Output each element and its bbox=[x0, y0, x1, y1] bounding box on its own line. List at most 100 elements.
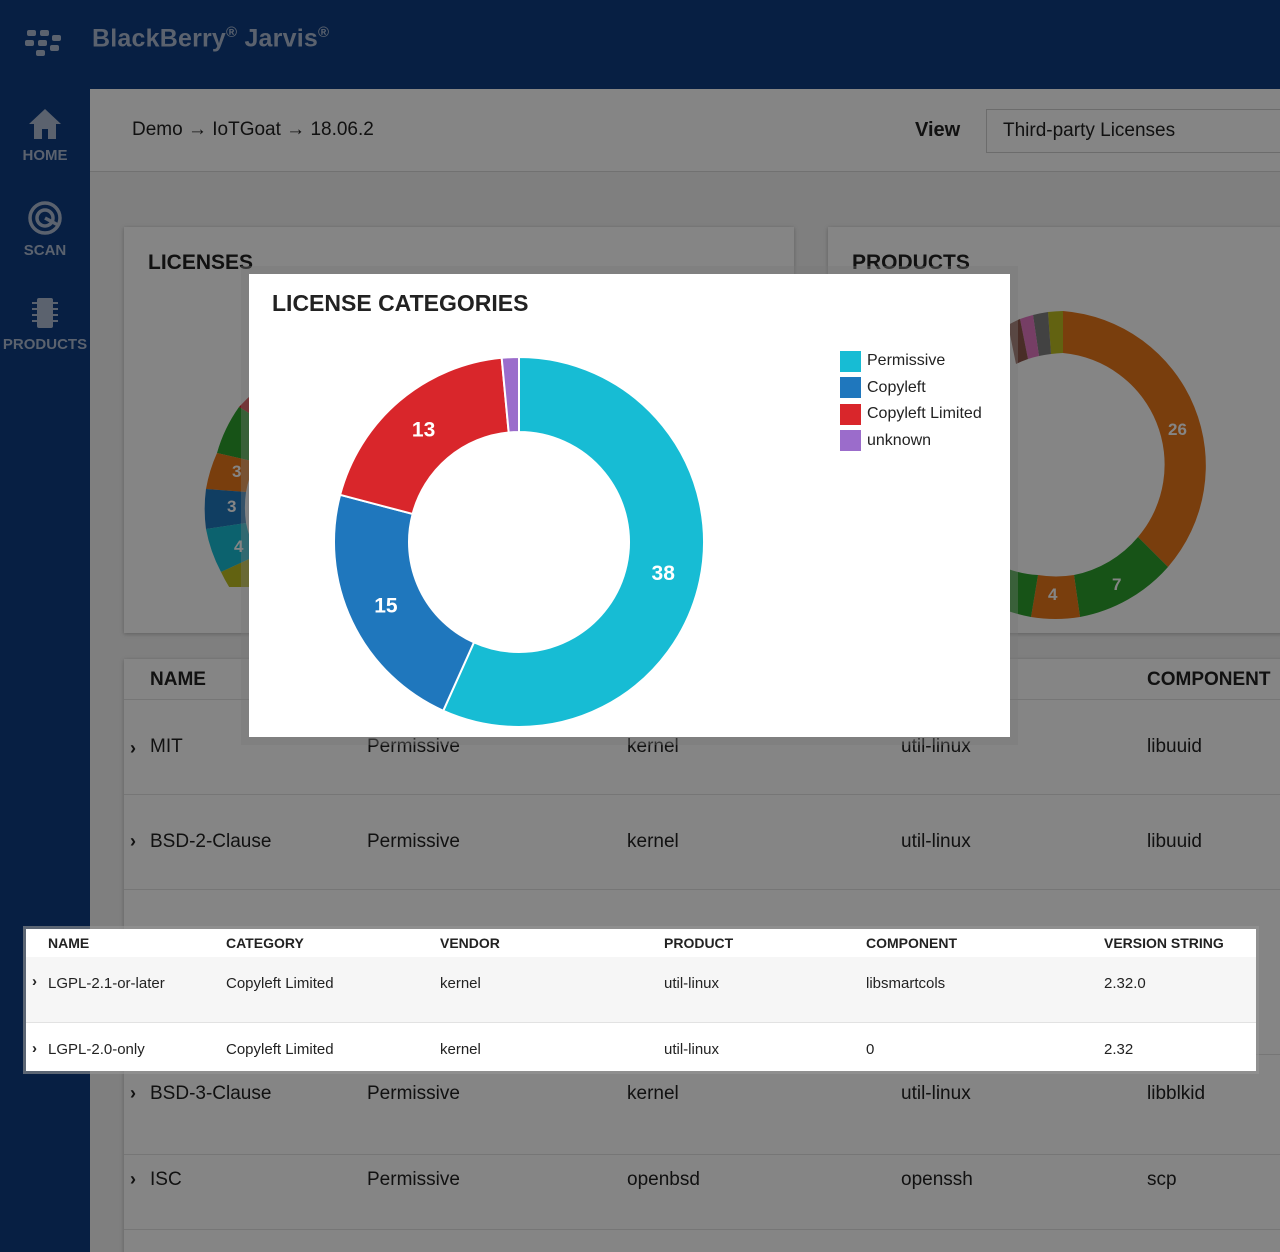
products-slice bbox=[1008, 319, 1028, 364]
table-row[interactable]: › LGPL-2.0-only Copyleft Limited kernel … bbox=[26, 1024, 1256, 1071]
legend-item[interactable]: unknown bbox=[840, 428, 982, 455]
cell-category: Permissive bbox=[367, 831, 460, 852]
breadcrumb-bar: Demo → IoTGoat → 18.06.2 View Third-part… bbox=[90, 89, 1280, 172]
legend-item[interactable]: Copyleft Limited bbox=[840, 401, 982, 428]
expand-chevron-icon[interactable]: › bbox=[130, 738, 136, 758]
cell-name: LGPL-2.1-or-later bbox=[48, 975, 165, 992]
sidebar-item-scan[interactable]: SCAN bbox=[0, 200, 90, 259]
donut-data-label: 38 bbox=[652, 562, 676, 585]
cell-category: Permissive bbox=[367, 1169, 460, 1190]
legend-swatch bbox=[840, 403, 861, 425]
cell-vendor: kernel bbox=[440, 975, 481, 992]
table-row[interactable] bbox=[124, 889, 1280, 1054]
sidebar-item-home[interactable]: HOME bbox=[0, 107, 90, 164]
cell-category: Copyleft Limited bbox=[226, 1041, 334, 1058]
expand-chevron-icon[interactable]: › bbox=[130, 1083, 136, 1103]
expand-chevron-icon[interactable]: › bbox=[130, 831, 136, 851]
licenses-data-label: 3 bbox=[232, 462, 241, 481]
products-slice bbox=[1063, 311, 1206, 567]
top-bar: BlackBerry® Jarvis® bbox=[0, 0, 1280, 89]
column-header-component[interactable]: COMPONENT bbox=[1147, 669, 1271, 690]
donut-slice-permissive[interactable] bbox=[441, 355, 705, 728]
view-select[interactable]: Third-party Licenses bbox=[986, 109, 1280, 153]
blackberry-logo-icon bbox=[25, 30, 61, 56]
legend-swatch bbox=[840, 430, 861, 452]
products-slice bbox=[1008, 569, 1038, 617]
sidebar-item-products[interactable]: PRODUCTS bbox=[0, 296, 90, 353]
cell-category: Copyleft Limited bbox=[226, 975, 334, 992]
cell-vendor: kernel bbox=[440, 1041, 481, 1058]
product-reg-mark: ® bbox=[317, 24, 330, 41]
licenses-slice bbox=[206, 523, 258, 572]
cell-vendor: kernel bbox=[627, 831, 679, 852]
cell-component: libsmartcols bbox=[866, 975, 946, 992]
products-donut: 26 7 4 bbox=[1008, 311, 1206, 619]
cell-component: libuuid bbox=[1147, 736, 1202, 757]
modal-title: LICENSE CATEGORIES bbox=[272, 290, 529, 316]
legend-label: Permissive bbox=[867, 352, 946, 370]
strip-header-vendor[interactable]: VENDOR bbox=[440, 935, 500, 951]
cell-product: util-linux bbox=[901, 831, 971, 852]
cell-version: 2.32 bbox=[1104, 1041, 1134, 1058]
expand-chevron-icon[interactable]: › bbox=[32, 973, 37, 990]
home-icon bbox=[29, 109, 61, 139]
legend-item[interactable]: Permissive bbox=[840, 348, 982, 375]
licenses-data-label: 3 bbox=[227, 497, 236, 516]
cell-product: util-linux bbox=[664, 975, 720, 992]
donut-data-label: 15 bbox=[374, 595, 398, 618]
brand-reg-mark: ® bbox=[226, 24, 238, 41]
donut-slice-unknown[interactable] bbox=[500, 355, 520, 434]
cell-component: libblkid bbox=[1147, 1083, 1206, 1104]
cell-product: util-linux bbox=[901, 736, 971, 757]
products-card-title: PRODUCTS bbox=[852, 251, 970, 274]
expand-chevron-icon[interactable]: › bbox=[32, 1040, 37, 1057]
expand-chevron-icon[interactable]: › bbox=[130, 1169, 136, 1189]
cell-product: util-linux bbox=[901, 1083, 971, 1104]
column-header-name[interactable]: NAME bbox=[150, 669, 206, 690]
license-categories-donut: 38 15 13 bbox=[333, 355, 705, 728]
chart-legend: Permissive Copyleft Copyleft Limited unk… bbox=[840, 348, 982, 454]
products-slice bbox=[1031, 575, 1080, 619]
cell-vendor: kernel bbox=[627, 736, 679, 757]
breadcrumb[interactable]: Demo → IoTGoat → 18.06.2 bbox=[132, 119, 374, 140]
chip-icon bbox=[32, 298, 58, 328]
strip-header-category[interactable]: CATEGORY bbox=[226, 935, 304, 951]
app-brand: BlackBerry® Jarvis® bbox=[92, 24, 329, 53]
cell-category: Permissive bbox=[367, 736, 460, 757]
legend-label: Copyleft Limited bbox=[867, 405, 982, 423]
strip-header-product[interactable]: PRODUCT bbox=[664, 935, 734, 951]
cell-category: Permissive bbox=[367, 1083, 460, 1104]
licenses-slice bbox=[206, 453, 256, 492]
product-name: Jarvis bbox=[244, 24, 318, 53]
products-data-label: 4 bbox=[1048, 585, 1058, 604]
donut-slice-copyleft[interactable] bbox=[333, 493, 476, 713]
sidebar-label-products: PRODUCTS bbox=[2, 336, 88, 353]
legend-swatch bbox=[840, 350, 861, 372]
legend-label: Copyleft bbox=[867, 378, 926, 396]
license-categories-modal: LICENSE CATEGORIES 38 15 13 Permissive Cop… bbox=[249, 274, 1010, 737]
donut-data-label: 13 bbox=[412, 419, 435, 442]
highlighted-table-rows: NAME CATEGORY VENDOR PRODUCT COMPONENT V… bbox=[26, 929, 1256, 1071]
cell-version: 2.32.0 bbox=[1104, 975, 1146, 992]
products-slice bbox=[1020, 315, 1039, 359]
cell-product: util-linux bbox=[664, 1041, 720, 1058]
cell-name: BSD-2-Clause bbox=[150, 831, 272, 852]
cell-vendor: kernel bbox=[627, 1083, 679, 1104]
table-row[interactable]: › BSD-2-Clause Permissive kernel util-li… bbox=[124, 794, 1280, 889]
products-slice bbox=[1048, 311, 1063, 354]
legend-item[interactable]: Copyleft bbox=[840, 375, 982, 402]
sidebar-label-scan: SCAN bbox=[23, 242, 67, 259]
strip-header-version[interactable]: VERSION STRING bbox=[1104, 935, 1224, 951]
cell-name: BSD-3-Clause bbox=[150, 1083, 272, 1104]
sidebar-label-home: HOME bbox=[22, 147, 68, 164]
table-row[interactable]: › LGPL-2.1-or-later Copyleft Limited ker… bbox=[26, 957, 1256, 1023]
strip-header-name[interactable]: NAME bbox=[48, 935, 90, 951]
legend-swatch bbox=[840, 377, 861, 399]
table-row[interactable]: › ISC Permissive openbsd openssh scp bbox=[124, 1154, 1280, 1229]
table-row[interactable] bbox=[124, 1229, 1280, 1252]
products-slice bbox=[1074, 537, 1168, 617]
strip-header-component[interactable]: COMPONENT bbox=[866, 935, 957, 951]
cell-vendor: openbsd bbox=[627, 1169, 700, 1190]
cell-component: 0 bbox=[866, 1041, 875, 1058]
products-data-label: 7 bbox=[1112, 575, 1121, 594]
